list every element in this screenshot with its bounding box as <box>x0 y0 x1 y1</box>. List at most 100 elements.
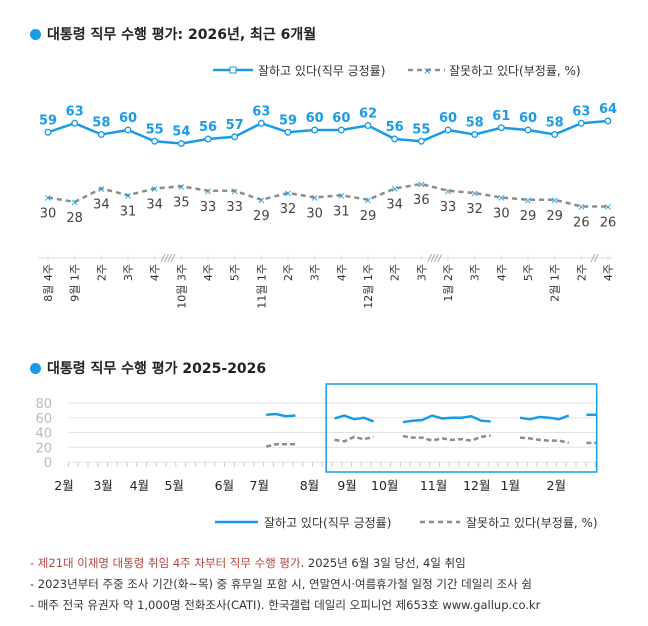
legend-positive-label: 잘하고 있다(직무 긍정률) <box>258 64 385 78</box>
negative-data-label: 34 <box>146 198 163 213</box>
negative-point: × <box>337 191 345 202</box>
x-tick-label: 4월 <box>130 478 149 493</box>
y-tick-label: 80 <box>35 397 52 412</box>
negative-data-label: 30 <box>40 207 57 222</box>
x-tick-label: 3주 <box>309 264 322 281</box>
x-tick-label: 2월 1주 <box>549 264 562 302</box>
negative-data-label: 29 <box>546 209 563 224</box>
bottom-chart-title-text: 대통령 직무 수행 평가 2025-2026 <box>47 361 267 377</box>
y-tick-label: 40 <box>35 427 52 442</box>
positive-series-segment <box>519 414 570 421</box>
x-tick-label: 2월 <box>54 478 73 493</box>
footnote-3: - 매주 전국 유권자 약 1,000명 전화조사(CATI). 한국갤럽 데일… <box>30 598 541 612</box>
legend-negative-label: 잘못하고 있다(부정률, %) <box>466 516 598 530</box>
positive-point <box>337 126 345 134</box>
positive-data-label: 63 <box>252 104 270 119</box>
positive-point <box>151 137 159 145</box>
positive-point <box>391 135 399 143</box>
positive-point <box>524 126 532 134</box>
positive-point <box>71 119 79 127</box>
x-tick-label: 2월 <box>547 478 566 493</box>
axis-break-mark: // <box>590 253 599 264</box>
x-tick-label: 8월 <box>300 478 319 493</box>
negative-point: × <box>444 186 452 197</box>
negative-point: × <box>150 184 158 195</box>
x-tick-label: 12월 1주 <box>362 264 375 309</box>
positive-series-segment <box>334 414 375 423</box>
bottom-legend: 잘하고 있다(직무 긍정률) 잘못하고 있다(부정률, %) <box>215 516 598 530</box>
x-tick-label: 5주 <box>229 264 242 281</box>
positive-point <box>204 135 212 143</box>
x-tick-label: 11월 1주 <box>255 264 268 309</box>
negative-point: × <box>524 195 532 206</box>
positive-point <box>124 126 132 134</box>
positive-data-label: 57 <box>226 118 244 133</box>
negative-point: × <box>310 193 318 204</box>
positive-point <box>44 128 52 136</box>
x-tick-label: 2주 <box>95 264 108 281</box>
legend-negative-label: 잘못하고 있다(부정률, %) <box>449 64 581 78</box>
positive-data-label: 63 <box>66 104 84 119</box>
negative-data-label: 34 <box>386 198 403 213</box>
x-tick-label: 9월 1주 <box>69 264 82 302</box>
top-legend: 잘하고 있다(직무 긍정률) × 잘못하고 있다(부정률, %) <box>213 64 581 78</box>
footnote-1-highlight: - 제21대 이재명 대통령 취임 4주 차부터 직무 수행 평가 <box>30 556 301 570</box>
negative-point: × <box>390 184 398 195</box>
positive-data-label: 64 <box>599 102 617 117</box>
positive-point <box>604 117 612 125</box>
positive-data-label: 60 <box>306 111 324 126</box>
negative-data-label: 36 <box>413 193 430 208</box>
x-tick-label: 4주 <box>602 264 615 281</box>
negative-point: × <box>177 182 185 193</box>
negative-series-segment <box>334 435 374 443</box>
x-tick-label: 2주 <box>575 264 588 281</box>
positive-data-label: 58 <box>92 116 110 131</box>
axis-break-mark: //// <box>160 253 176 264</box>
positive-data-label: 55 <box>412 122 430 137</box>
positive-data-label: 54 <box>172 125 190 140</box>
x-tick-label: 4주 <box>335 264 348 281</box>
negative-data-label: 30 <box>306 207 323 222</box>
x-tick-label: 7월 <box>250 478 269 493</box>
x-tick-label: 2주 <box>282 264 295 281</box>
x-tick-label: 2주 <box>389 264 402 281</box>
x-tick-label: 5주 <box>522 264 535 281</box>
positive-series-segment <box>266 412 296 418</box>
bottom-chart-title: 대통령 직무 수행 평가 2025-2026 <box>30 358 266 378</box>
negative-series-segment <box>402 434 491 442</box>
x-tick-label: 3주 <box>122 264 135 281</box>
top-line-chart: 잘하고 있다(직무 긍정률) × 잘못하고 있다(부정률, %) 59 63 58 6… <box>38 64 617 309</box>
x-tick-label: 3월 <box>93 478 112 493</box>
x-tick-label: 3주 <box>469 264 482 281</box>
x-tick-label: 8월 4주 <box>42 264 55 302</box>
positive-point <box>444 126 452 134</box>
negative-point: × <box>124 191 132 202</box>
positive-data-label: 56 <box>199 120 217 135</box>
negative-data-label: 31 <box>120 204 137 219</box>
positive-data-label: 60 <box>332 111 350 126</box>
positive-point <box>551 131 559 138</box>
positive-data-label: 56 <box>386 120 404 135</box>
negative-point: × <box>284 189 292 200</box>
negative-point: × <box>497 193 505 204</box>
negative-data-label: 28 <box>66 211 83 226</box>
footnote-1-rest: . 2025년 6월 3일 당선, 4일 취임 <box>300 556 466 570</box>
negative-point: × <box>204 186 212 197</box>
negative-point: × <box>44 193 52 204</box>
negative-point: × <box>604 202 612 213</box>
positive-data-label: 60 <box>119 111 137 126</box>
x-tick-label: 1월 2주 <box>442 264 455 302</box>
positive-data-label: 60 <box>519 111 537 126</box>
negative-data-label: 32 <box>280 202 297 217</box>
positive-series-segment <box>402 414 491 424</box>
y-tick-label: 20 <box>35 441 52 456</box>
negative-point: × <box>470 189 478 200</box>
positive-point <box>417 137 425 145</box>
positive-point <box>364 122 372 129</box>
footnote-2: - 2023년부터 주중 조사 기간(화~목) 중 휴무일 포함 시, 연말연시… <box>30 577 532 591</box>
negative-data-label: 26 <box>600 216 617 231</box>
positive-point <box>257 119 265 127</box>
x-tick-label: 6월 <box>215 478 234 493</box>
positive-point <box>577 119 585 127</box>
negative-data-label: 31 <box>333 204 350 219</box>
